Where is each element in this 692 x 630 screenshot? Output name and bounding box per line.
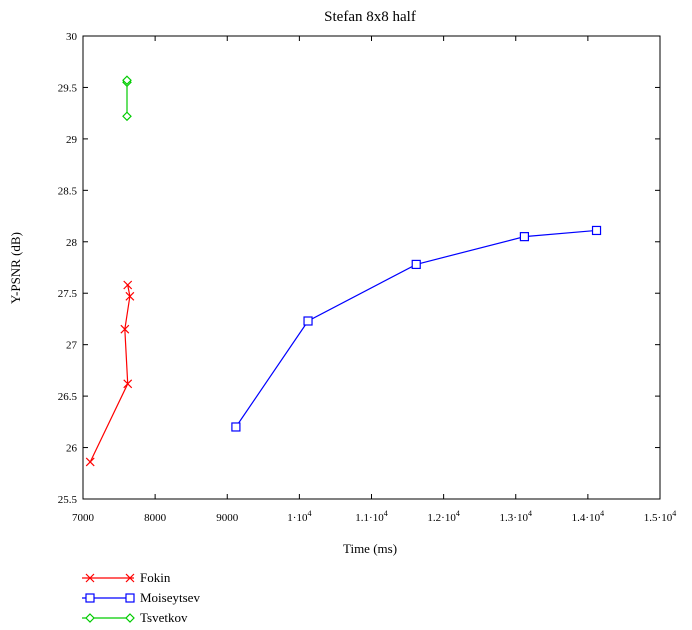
series-line-fokin [89, 284, 131, 463]
data-point-moiseytsev [519, 232, 530, 242]
x-tick-label: 1.4·104 [572, 509, 604, 524]
y-axis-label: Y-PSNR (dB) [8, 232, 23, 304]
data-point-moiseytsev [591, 225, 602, 236]
x-axis-label: Time (ms) [343, 541, 397, 556]
data-point-tsvetkov [122, 111, 132, 122]
y-tick-label: 26 [66, 443, 78, 455]
x-tick-label: 1.3·104 [500, 509, 532, 524]
data-point-fokin [123, 379, 133, 389]
legend-item-tsvetkov: Tsvetkov [82, 610, 188, 625]
legend-swatch-marker [125, 573, 135, 583]
y-tick-label: 30 [66, 31, 78, 43]
x-tick-label: 1.2·104 [427, 509, 459, 524]
x-tick-label-exponent: 4 [528, 509, 532, 518]
data-point-tsvetkov [122, 75, 132, 86]
y-tick-label: 28.5 [58, 185, 78, 197]
x-tick-label-exponent: 4 [456, 509, 460, 518]
y-tick-label: 27 [66, 340, 78, 352]
x-tick-label: 1.5·104 [644, 509, 676, 524]
x-tick-label-exponent: 4 [600, 509, 604, 518]
x-tick-labels: 7000 8000 9000 1·104 1.1·104 1.2·104 1.3·104 1.… [72, 509, 676, 524]
y-tick-label: 26.5 [58, 391, 78, 403]
data-point-fokin [120, 324, 130, 334]
legend-label-moiseytsev: Moiseytsev [140, 590, 200, 605]
data-point-moiseytsev [231, 422, 241, 432]
x-tick-label: 9000 [216, 512, 239, 524]
y-tick-label: 25.5 [58, 494, 78, 506]
x-tick-label: 8000 [144, 512, 167, 524]
legend-label-fokin: Fokin [140, 570, 171, 585]
legend: Fokin Moiseytsev Tsvetkov [82, 570, 200, 625]
series-tsvetkov [122, 75, 132, 122]
legend-swatch-marker [85, 593, 95, 603]
data-point-moiseytsev [303, 316, 313, 326]
plot-area: 7000 8000 9000 1·104 1.1·104 1.2·104 1.3·104 1.… [58, 31, 676, 524]
series-layer [85, 75, 602, 467]
plot-frame [82, 35, 661, 500]
data-point-moiseytsev [411, 259, 421, 270]
legend-label-tsvetkov: Tsvetkov [140, 610, 188, 625]
data-point-fokin [123, 280, 133, 290]
data-point-fokin [125, 291, 135, 301]
x-tick-label-exponent: 4 [307, 509, 311, 518]
x-tick-label-exponent: 4 [384, 509, 388, 518]
legend-swatch-marker [125, 593, 135, 603]
legend-swatch-marker [85, 613, 95, 623]
y-tick-labels: 25.5 26 26.5 27 27.5 28 28.5 29 29.5 30 [58, 31, 78, 506]
x-tick-label: 1.1·104 [355, 509, 387, 524]
series-fokin [85, 280, 135, 467]
legend-swatch-marker [85, 573, 95, 583]
legend-swatch-marker [125, 613, 135, 623]
x-tick-label: 1·104 [287, 509, 311, 524]
x-tick-label-exponent: 4 [672, 509, 676, 518]
data-point-fokin [85, 457, 95, 467]
y-tick-label: 29 [66, 134, 78, 146]
series-moiseytsev [231, 225, 602, 432]
y-tick-label: 29.5 [58, 82, 78, 94]
chart-title: Stefan 8x8 half [324, 9, 416, 25]
y-tick-label: 28 [66, 237, 78, 249]
legend-item-moiseytsev: Moiseytsev [82, 590, 200, 605]
legend-item-fokin: Fokin [82, 570, 171, 585]
axis-ticks [82, 35, 661, 500]
y-tick-label: 27.5 [58, 288, 78, 300]
x-tick-label: 7000 [72, 512, 95, 524]
